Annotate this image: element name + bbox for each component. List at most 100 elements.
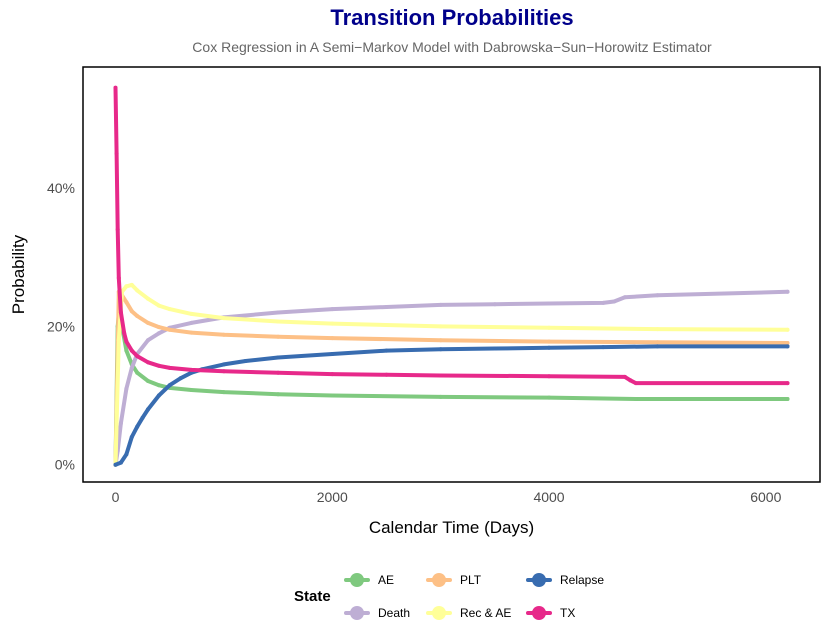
data-point-ae bbox=[124, 348, 129, 353]
data-point-tx bbox=[276, 370, 281, 375]
data-point-rec-ae bbox=[785, 327, 790, 332]
legend-key-plt bbox=[426, 570, 452, 590]
legend-title: State bbox=[294, 588, 331, 605]
data-point-relapse bbox=[113, 462, 118, 467]
data-point-death bbox=[118, 421, 123, 426]
data-point-death bbox=[622, 295, 627, 300]
data-point-tx bbox=[189, 367, 194, 372]
data-point-relapse bbox=[276, 355, 281, 360]
data-point-tx bbox=[628, 378, 633, 383]
data-point-ae bbox=[438, 394, 443, 399]
data-point-ae bbox=[276, 392, 281, 397]
data-point-tx bbox=[114, 151, 119, 156]
chart-plot: 0 2000 4000 6000 0% 20% 40% Calendar Time (Da… bbox=[9, 66, 821, 537]
data-point-tx bbox=[116, 276, 121, 280]
data-point-tx bbox=[146, 360, 150, 365]
data-point-relapse bbox=[129, 435, 134, 439]
data-point-relapse bbox=[118, 460, 123, 465]
data-point-relapse bbox=[330, 352, 335, 356]
y-tick-label: 20% bbox=[47, 318, 75, 334]
data-point-ae bbox=[221, 390, 226, 395]
x-axis-title: Calendar Time (Days) bbox=[369, 518, 534, 537]
data-point-tx bbox=[785, 381, 790, 386]
legend-item-tx: TX bbox=[526, 603, 575, 623]
data-point-plt bbox=[655, 340, 660, 345]
data-point-death bbox=[129, 365, 134, 370]
data-point-tx bbox=[156, 363, 161, 368]
data-point-death bbox=[330, 307, 335, 312]
data-point-death bbox=[156, 331, 161, 336]
data-point-plt bbox=[276, 334, 281, 339]
data-point-relapse bbox=[785, 344, 790, 349]
data-point-relapse bbox=[492, 346, 497, 351]
data-point-plt bbox=[221, 332, 226, 337]
data-point-tx bbox=[135, 354, 140, 359]
data-point-tx bbox=[118, 310, 123, 315]
data-point-death bbox=[547, 301, 551, 306]
data-point-plt bbox=[124, 300, 129, 305]
data-point-plt bbox=[785, 341, 790, 345]
data-point-rec-ae bbox=[221, 316, 226, 321]
y-tick-label: 40% bbox=[47, 180, 75, 196]
data-point-rec-ae bbox=[189, 311, 194, 316]
data-point-plt bbox=[189, 330, 194, 335]
chart-subtitle: Cox Regression in A Semi−Markov Model wi… bbox=[192, 39, 712, 55]
data-point-tx bbox=[633, 381, 638, 386]
x-axis: 0 2000 4000 6000 bbox=[112, 489, 782, 505]
data-point-tx bbox=[115, 227, 120, 232]
data-point-relapse bbox=[384, 348, 389, 353]
data-point-relapse bbox=[135, 424, 140, 429]
data-point-rec-ae bbox=[276, 319, 281, 324]
legend-label-tx: TX bbox=[560, 606, 576, 620]
data-point-tx bbox=[547, 374, 551, 379]
legend: State AE Death PLT Rec & AE Relapse TX bbox=[292, 566, 632, 630]
data-point-ae bbox=[146, 379, 150, 383]
data-point-death bbox=[276, 310, 281, 315]
data-point-rec-ae bbox=[156, 303, 161, 308]
legend-label-rec-ae: Rec & AE bbox=[460, 606, 512, 620]
series-layer bbox=[113, 85, 790, 467]
data-point-tx bbox=[330, 372, 335, 377]
data-point-relapse bbox=[547, 345, 551, 350]
data-point-tx bbox=[622, 374, 627, 379]
data-point-plt bbox=[330, 336, 335, 341]
legend-item-ae: AE bbox=[344, 570, 394, 590]
data-point-death bbox=[492, 302, 497, 307]
data-point-tx bbox=[384, 372, 389, 377]
data-point-relapse bbox=[140, 415, 145, 420]
data-point-plt bbox=[547, 339, 551, 344]
data-point-plt bbox=[438, 338, 443, 343]
data-point-relapse bbox=[438, 347, 443, 352]
data-point-tx bbox=[122, 331, 127, 336]
data-point-death bbox=[612, 299, 617, 304]
data-point-rec-ae bbox=[655, 327, 660, 332]
data-point-rec-ae bbox=[547, 325, 551, 330]
data-point-tx bbox=[124, 339, 129, 344]
data-point-relapse bbox=[146, 407, 150, 412]
legend-key-tx bbox=[526, 603, 552, 623]
data-point-plt bbox=[135, 314, 140, 318]
legend-item-plt: PLT bbox=[426, 570, 481, 590]
plot-panel-border bbox=[82, 66, 821, 483]
data-point-ae bbox=[189, 388, 194, 392]
data-point-tx bbox=[113, 85, 118, 90]
x-tick-label: 4000 bbox=[533, 489, 564, 505]
data-point-death bbox=[655, 293, 660, 298]
series-line-relapse bbox=[113, 344, 790, 467]
data-point-plt bbox=[167, 327, 172, 332]
y-axis: 0% 20% 40% bbox=[47, 180, 75, 473]
data-point-death bbox=[384, 305, 389, 309]
data-point-ae bbox=[135, 370, 140, 375]
chart-title: Transition Probabilities bbox=[330, 5, 574, 30]
legend-key-ae bbox=[344, 570, 370, 590]
legend-item-death: Death bbox=[344, 603, 410, 623]
data-point-death bbox=[124, 386, 129, 391]
data-point-plt bbox=[156, 325, 161, 330]
data-point-tx bbox=[129, 348, 134, 353]
legend-item-rec-ae: Rec & AE bbox=[426, 603, 511, 623]
data-point-rec-ae bbox=[146, 296, 150, 301]
legend-item-relapse: Relapse bbox=[526, 570, 604, 590]
data-point-rec-ae bbox=[330, 321, 335, 326]
data-point-rec-ae bbox=[129, 282, 134, 287]
data-point-tx bbox=[438, 373, 443, 378]
